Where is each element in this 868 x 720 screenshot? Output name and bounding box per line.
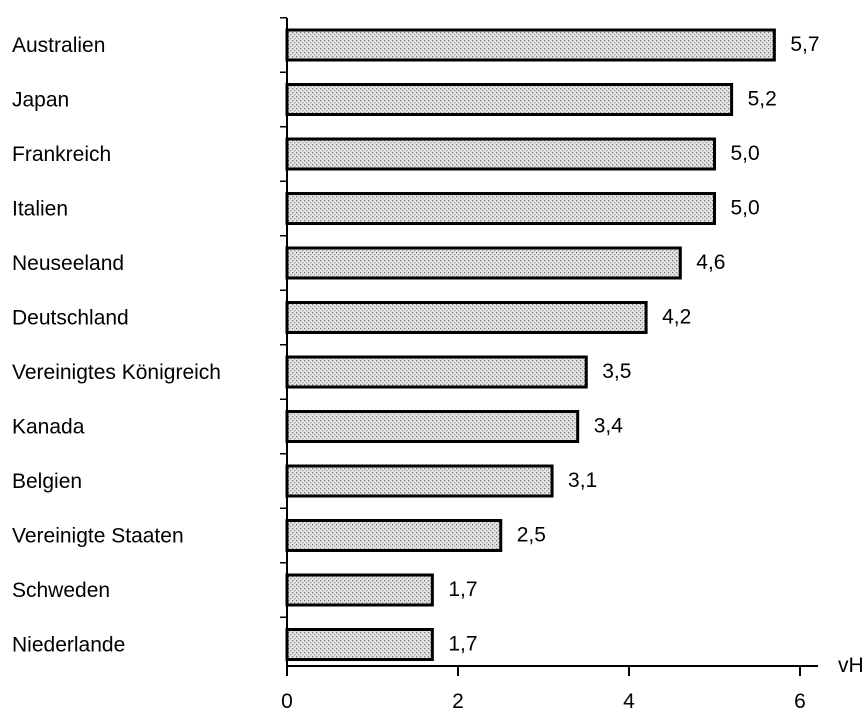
bar [285, 628, 434, 661]
value-label: 5,2 [748, 88, 777, 111]
category-label: Italien [12, 198, 68, 221]
value-label: 2,5 [517, 524, 546, 547]
bar [285, 83, 734, 116]
x-tick-label: 2 [452, 690, 464, 713]
bar [285, 355, 588, 389]
category-label: Vereinigte Staaten [12, 525, 184, 548]
bar [285, 519, 503, 552]
bar [285, 192, 716, 225]
value-label: 4,2 [662, 306, 691, 329]
value-label: 1,7 [448, 633, 477, 656]
value-label: 3,5 [602, 360, 631, 383]
bar [285, 28, 776, 62]
x-tick-label: 0 [281, 690, 293, 713]
bar [285, 464, 554, 498]
value-label: 3,1 [568, 469, 597, 492]
labels-layer: Australien 5,7 Japan 5,2 Frankreich 5,0 Italie… [12, 33, 864, 713]
category-label: Australien [12, 34, 105, 57]
category-label: Kanada [12, 416, 85, 439]
value-label: 5,0 [731, 142, 760, 165]
x-axis-unit-label: vH [838, 654, 864, 677]
bar [285, 410, 580, 443]
category-label: Neuseeland [12, 252, 124, 275]
category-label: Belgien [12, 470, 82, 493]
value-label: 4,6 [696, 251, 725, 274]
category-label: Japan [12, 89, 69, 112]
bar [285, 301, 648, 334]
value-label: 5,7 [790, 33, 819, 56]
category-label: Frankreich [12, 143, 111, 166]
bar [285, 246, 682, 280]
bars-layer [285, 28, 776, 661]
axis-layer [280, 17, 818, 676]
value-label: 5,0 [731, 197, 760, 220]
x-tick-label: 6 [794, 690, 806, 713]
category-label: Deutschland [12, 307, 129, 330]
bar [285, 137, 716, 171]
category-label: Schweden [12, 579, 110, 602]
value-label: 3,4 [594, 415, 624, 438]
category-label: Niederlande [12, 634, 125, 657]
category-label: Vereinigtes Königreich [12, 361, 221, 384]
value-label: 1,7 [448, 578, 477, 601]
bar [285, 573, 434, 607]
x-tick-label: 4 [623, 690, 635, 713]
